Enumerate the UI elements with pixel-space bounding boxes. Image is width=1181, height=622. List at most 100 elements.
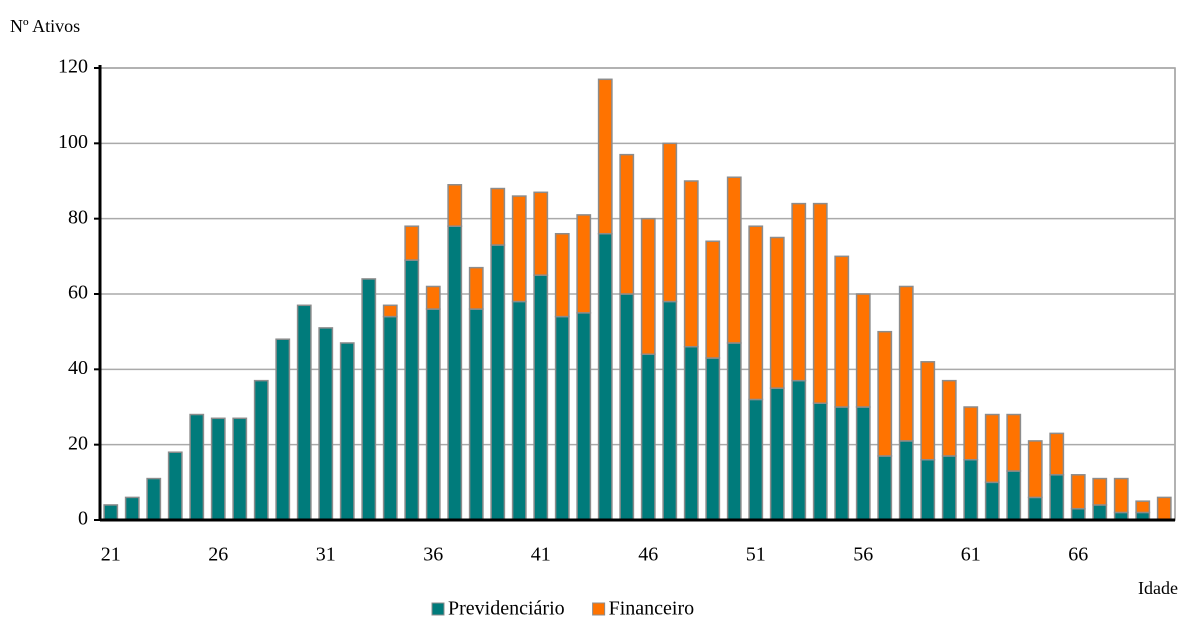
y-tick-label: 100 — [58, 131, 88, 153]
bar-segment — [425, 308, 441, 521]
bar-segment — [1049, 432, 1065, 476]
bar-segment — [189, 413, 205, 521]
legend-label: Previdenciário — [448, 598, 565, 620]
y-tick-label: 40 — [68, 357, 88, 379]
bar-segment — [468, 266, 484, 310]
y-tick-label: 60 — [68, 282, 88, 304]
bar-segment — [898, 285, 914, 442]
x-tick-label: 31 — [316, 544, 336, 566]
legend-swatch — [431, 602, 445, 616]
bar-segment — [726, 176, 742, 344]
y-tick-label: 20 — [68, 432, 88, 454]
bar-segment — [554, 315, 570, 521]
bar-segment — [490, 187, 506, 246]
bar-segment — [576, 312, 592, 521]
bar-segment — [339, 342, 355, 521]
bar-segment — [1156, 496, 1172, 521]
bar-segment — [318, 327, 334, 521]
bar-segment — [490, 244, 506, 521]
bar-segment — [941, 379, 957, 457]
y-tick-label: 0 — [78, 508, 88, 530]
bar-segment — [898, 440, 914, 521]
bar-segment — [167, 451, 183, 521]
bar-segment — [404, 225, 420, 261]
bar-segment — [662, 142, 678, 303]
bar-segment — [683, 345, 699, 521]
y-axis-title: Nº Ativos — [10, 16, 80, 36]
x-tick-label: 26 — [208, 544, 228, 566]
bar-segment — [597, 78, 613, 235]
bar-segment — [103, 504, 119, 521]
bar-segment — [855, 293, 871, 408]
bar-segment — [511, 195, 527, 303]
bar-segment — [877, 330, 893, 457]
bar-segment — [146, 477, 162, 521]
x-tick-label: 36 — [423, 544, 443, 566]
bar-segment — [791, 379, 807, 521]
x-axis-title: Idade — [1138, 578, 1178, 598]
bar-segment — [920, 458, 936, 521]
bar-segment — [554, 232, 570, 318]
bar-segment — [941, 455, 957, 521]
bar-segment — [232, 417, 248, 521]
bar-segment — [597, 232, 613, 521]
x-tick-label: 46 — [638, 544, 658, 566]
bar-segment — [1070, 507, 1086, 521]
bar-segment — [726, 342, 742, 521]
bar-segment — [382, 315, 398, 521]
bar-segment — [705, 240, 721, 359]
bar-segment — [1092, 504, 1108, 521]
bar-segment — [210, 417, 226, 521]
y-tick-label: 80 — [68, 206, 88, 228]
bar-segment — [533, 274, 549, 521]
bar-segment — [640, 217, 656, 356]
bar-segment — [425, 285, 441, 310]
bar-segment — [984, 413, 1000, 484]
bar-segment — [984, 481, 1000, 521]
bar-segment — [1049, 474, 1065, 521]
legend-label: Financeiro — [609, 598, 695, 620]
bar-segment — [1006, 413, 1022, 472]
bar-segment — [834, 255, 850, 408]
bar-segment — [812, 402, 828, 521]
bar-segment — [769, 387, 785, 521]
y-tick-label: 120 — [58, 56, 88, 78]
bar-segment — [877, 455, 893, 521]
bar-segment — [920, 361, 936, 461]
bar-segment — [447, 225, 463, 521]
bar-segment — [275, 338, 291, 521]
bar-segment — [705, 357, 721, 521]
bar-segment — [662, 300, 678, 521]
bar-segment — [769, 236, 785, 389]
bar-segment — [1006, 470, 1022, 521]
bar-segment — [683, 180, 699, 348]
bar-segment — [253, 379, 269, 521]
bar-segment — [1027, 496, 1043, 521]
bar-segment — [296, 304, 312, 521]
bar-segment — [619, 293, 635, 521]
x-tick-label: 21 — [101, 544, 121, 566]
x-tick-label: 56 — [853, 544, 873, 566]
bar-segment — [812, 202, 828, 404]
bar-segment — [1027, 440, 1043, 499]
bar-segment — [748, 225, 764, 401]
bar-segment — [963, 406, 979, 461]
x-tick-label: 51 — [746, 544, 766, 566]
x-tick-label: 61 — [961, 544, 981, 566]
bar-segment — [1135, 500, 1151, 514]
x-tick-label: 66 — [1068, 544, 1088, 566]
bar-segment — [533, 191, 549, 276]
bar-segment — [404, 259, 420, 521]
x-tick-label: 41 — [531, 544, 551, 566]
bar-segment — [963, 458, 979, 521]
bar-segment — [468, 308, 484, 521]
bar-segment — [124, 496, 140, 521]
bar-segment — [834, 406, 850, 521]
bar-segment — [447, 184, 463, 227]
bar-segment — [1070, 474, 1086, 510]
bar-segment — [640, 353, 656, 521]
bar-segment — [382, 304, 398, 318]
bar-segment — [1092, 477, 1108, 506]
bar-segment — [855, 406, 871, 521]
